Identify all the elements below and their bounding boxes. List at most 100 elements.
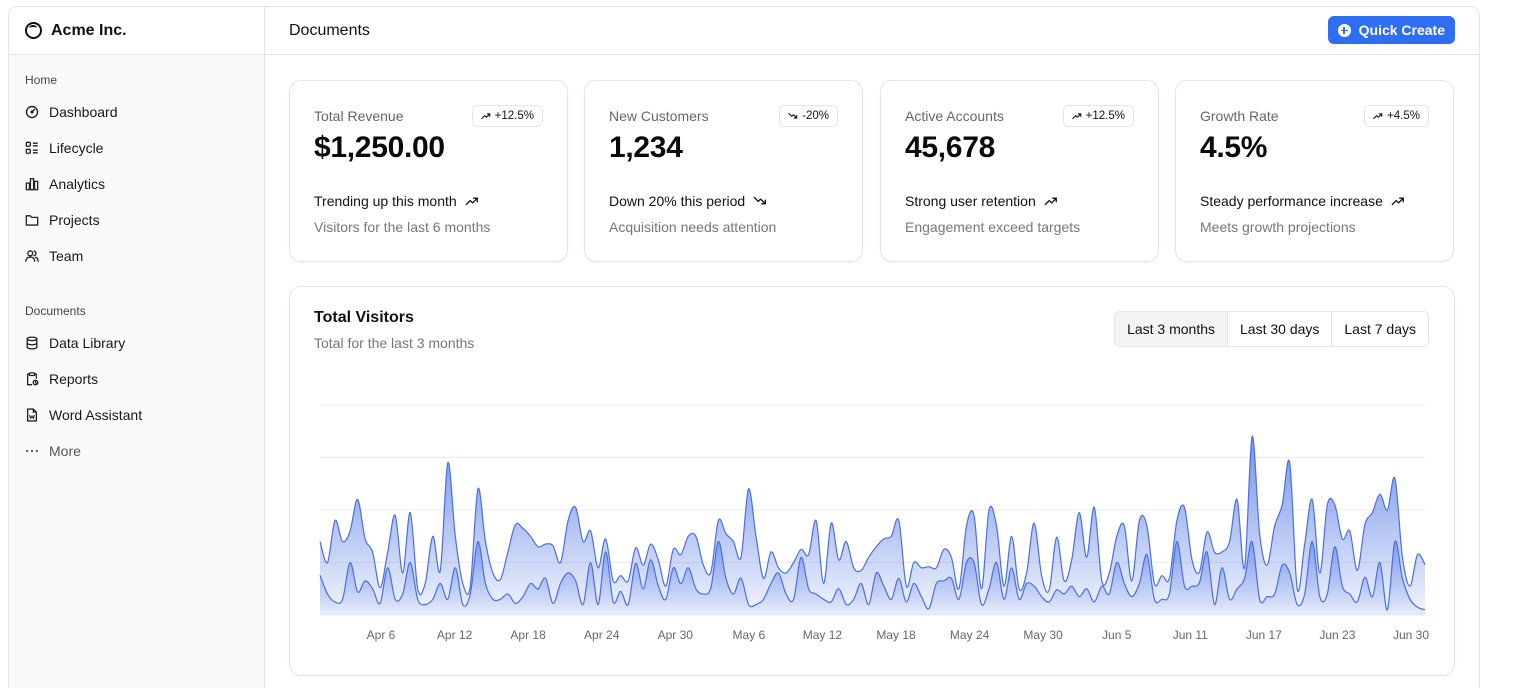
card-value: 4.5% (1200, 131, 1268, 164)
metric-card-total-revenue: Total Revenue +12.5% $1,250.00 Trending … (289, 80, 568, 262)
range-toggle-last-7-days[interactable]: Last 7 days (1331, 312, 1428, 346)
x-tick-label: May 6 (733, 628, 766, 642)
sidebar-item-label: Team (49, 248, 84, 264)
x-tick-label: May 18 (876, 628, 916, 642)
sidebar-item-projects[interactable]: Projects (9, 202, 264, 238)
x-tick-label: Jun 11 (1173, 628, 1208, 642)
bar-chart-icon (25, 177, 39, 191)
series-bottom-line (319, 540, 1426, 611)
sidebar-item-analytics[interactable]: Analytics (9, 166, 264, 202)
folder-icon (25, 213, 39, 227)
brand-name: Acme Inc. (51, 21, 127, 39)
range-toggle-last-3-months[interactable]: Last 3 months (1115, 312, 1227, 346)
card-trend: Strong user retention (905, 193, 1058, 209)
trending-up-icon (1071, 113, 1081, 120)
trending-up-icon (1391, 197, 1404, 206)
chart-subtitle: Total for the last 3 months (314, 335, 475, 351)
trending-up-icon (480, 113, 490, 120)
trend-badge-value: +4.5% (1387, 110, 1420, 122)
sidebar-item-label: Analytics (49, 176, 106, 192)
trending-down-icon (788, 112, 798, 119)
trending-up-icon (1373, 113, 1383, 120)
card-description: Engagement exceed targets (905, 219, 1081, 235)
card-trend: Trending up this month (314, 193, 479, 209)
quick-create-label: Quick Create (1358, 22, 1445, 38)
x-tick-label: Apr 18 (510, 628, 546, 642)
series-top-line (319, 435, 1426, 596)
x-tick-label: Apr 6 (367, 628, 396, 642)
metric-card-growth-rate: Growth Rate +4.5% 4.5% Steady performanc… (1175, 80, 1454, 262)
app-window: Acme Inc. Home Dashboard Lifecycle Analy… (8, 6, 1480, 688)
page-title: Documents (289, 21, 370, 39)
top-header: Documents Quick Create (265, 7, 1479, 55)
card-description: Acquisition needs attention (609, 219, 777, 235)
total-visitors-card: Total Visitors Total for the last 3 mont… (289, 286, 1455, 676)
file-word-icon (25, 408, 39, 422)
sidebar-item-label: Dashboard (49, 104, 118, 120)
trend-badge-value: +12.5% (1085, 110, 1125, 122)
card-label: Growth Rate (1200, 108, 1279, 124)
sidebar-item-label: Data Library (49, 335, 126, 351)
clipboard-icon (25, 372, 39, 386)
dashboard-icon (25, 105, 39, 119)
sidebar-item-more[interactable]: More (9, 433, 264, 469)
trending-up-icon (465, 197, 478, 206)
x-tick-label: May 12 (803, 628, 843, 642)
card-label: Active Accounts (905, 108, 1004, 124)
sidebar-item-label: Word Assistant (49, 407, 143, 423)
card-value: 1,234 (609, 131, 683, 164)
card-description: Meets growth projections (1200, 219, 1356, 235)
x-tick-label: Jun 5 (1102, 628, 1132, 642)
x-tick-label: Jun 17 (1246, 628, 1282, 642)
area-chart: Apr 6 Apr 12 Apr 18 Apr 24 Apr 30 May 6 May 12… (319, 404, 1429, 642)
card-label: New Customers (609, 108, 709, 124)
trend-badge-value: +12.5% (494, 110, 534, 122)
metric-card-active-accounts: Active Accounts +12.5% 45,678 Strong use… (880, 80, 1159, 262)
range-toggle-group: Last 3 months Last 30 days Last 7 days (1114, 311, 1429, 347)
users-icon (25, 249, 39, 263)
card-trend: Steady performance increase (1200, 193, 1405, 209)
sidebar-item-data-library[interactable]: Data Library (9, 325, 264, 361)
sidebar-item-team[interactable]: Team (9, 238, 264, 274)
card-trend: Down 20% this period (609, 193, 767, 209)
trend-badge-value: -20% (802, 110, 829, 122)
brand[interactable]: Acme Inc. (9, 7, 264, 55)
ellipsis-icon (25, 444, 39, 458)
sidebar-item-dashboard[interactable]: Dashboard (9, 94, 264, 130)
x-tick-label: Jun 23 (1319, 628, 1355, 642)
trend-badge: +4.5% (1364, 105, 1429, 127)
sidebar-item-reports[interactable]: Reports (9, 361, 264, 397)
card-trend-text: Strong user retention (905, 193, 1036, 209)
trend-badge: -20% (779, 105, 838, 127)
x-tick-label: May 30 (1023, 628, 1063, 642)
card-trend-text: Down 20% this period (609, 193, 746, 209)
trending-down-icon (753, 196, 767, 205)
quick-create-button[interactable]: Quick Create (1327, 16, 1455, 44)
x-tick-label: Apr 30 (658, 628, 694, 642)
sidebar-item-word-assistant[interactable]: Word Assistant (9, 397, 264, 433)
sidebar-item-label: Reports (49, 371, 99, 387)
sidebar-item-label: Projects (49, 212, 100, 228)
card-value: 45,678 (905, 131, 995, 164)
sidebar-item-label: Lifecycle (49, 140, 104, 156)
sidebar-section-documents: Documents (25, 304, 86, 318)
card-value: $1,250.00 (314, 131, 445, 164)
x-tick-label: May 24 (950, 628, 990, 642)
list-icon (25, 141, 39, 155)
metric-card-new-customers: New Customers -20% 1,234 Down 20% this p… (584, 80, 863, 262)
plus-circle-icon (1337, 23, 1351, 37)
card-trend-text: Steady performance increase (1200, 193, 1383, 209)
x-tick-label: Apr 24 (584, 628, 620, 642)
trending-up-icon (1044, 197, 1057, 206)
card-description: Visitors for the last 6 months (314, 219, 491, 235)
sidebar-item-label: More (49, 443, 81, 459)
sidebar: Acme Inc. Home Dashboard Lifecycle Analy… (9, 7, 265, 688)
series-bottom-area (320, 540, 1425, 615)
brand-logo-icon (25, 22, 42, 39)
range-toggle-last-30-days[interactable]: Last 30 days (1227, 312, 1332, 346)
card-trend-text: Trending up this month (314, 193, 457, 209)
x-tick-label: Jun 30 (1393, 628, 1429, 642)
x-tick-label: Apr 12 (437, 628, 473, 642)
sidebar-section-home: Home (25, 73, 58, 87)
sidebar-item-lifecycle[interactable]: Lifecycle (9, 130, 264, 166)
